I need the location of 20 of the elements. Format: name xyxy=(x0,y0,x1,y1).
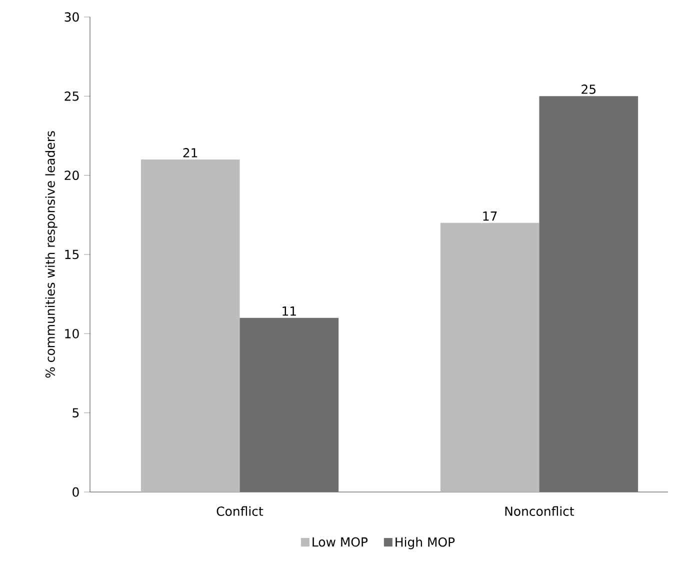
y-tick-label: 15 xyxy=(65,250,79,260)
bar xyxy=(240,318,339,492)
data-label: 21 xyxy=(183,148,198,158)
y-tick-label: 0 xyxy=(72,487,79,497)
y-axis-title: % communities with responsive leaders xyxy=(45,131,58,378)
y-tick-label: 10 xyxy=(65,328,79,338)
bar xyxy=(140,159,240,492)
bar xyxy=(440,222,540,492)
y-tick-label: 5 xyxy=(72,408,79,418)
bar xyxy=(539,96,638,492)
x-tick-label: Nonconflict xyxy=(505,506,574,516)
legend-label: High MOP xyxy=(396,537,455,550)
y-tick-label: 30 xyxy=(64,12,79,22)
data-label: 11 xyxy=(282,306,296,316)
x-tick-label: Conflict xyxy=(216,506,264,516)
legend-label: Low MOP xyxy=(312,537,368,547)
data-label: 25 xyxy=(582,84,596,94)
y-tick-label: 20 xyxy=(64,170,79,180)
data-label: 17 xyxy=(483,212,497,221)
y-tick-label: 25 xyxy=(64,91,79,101)
